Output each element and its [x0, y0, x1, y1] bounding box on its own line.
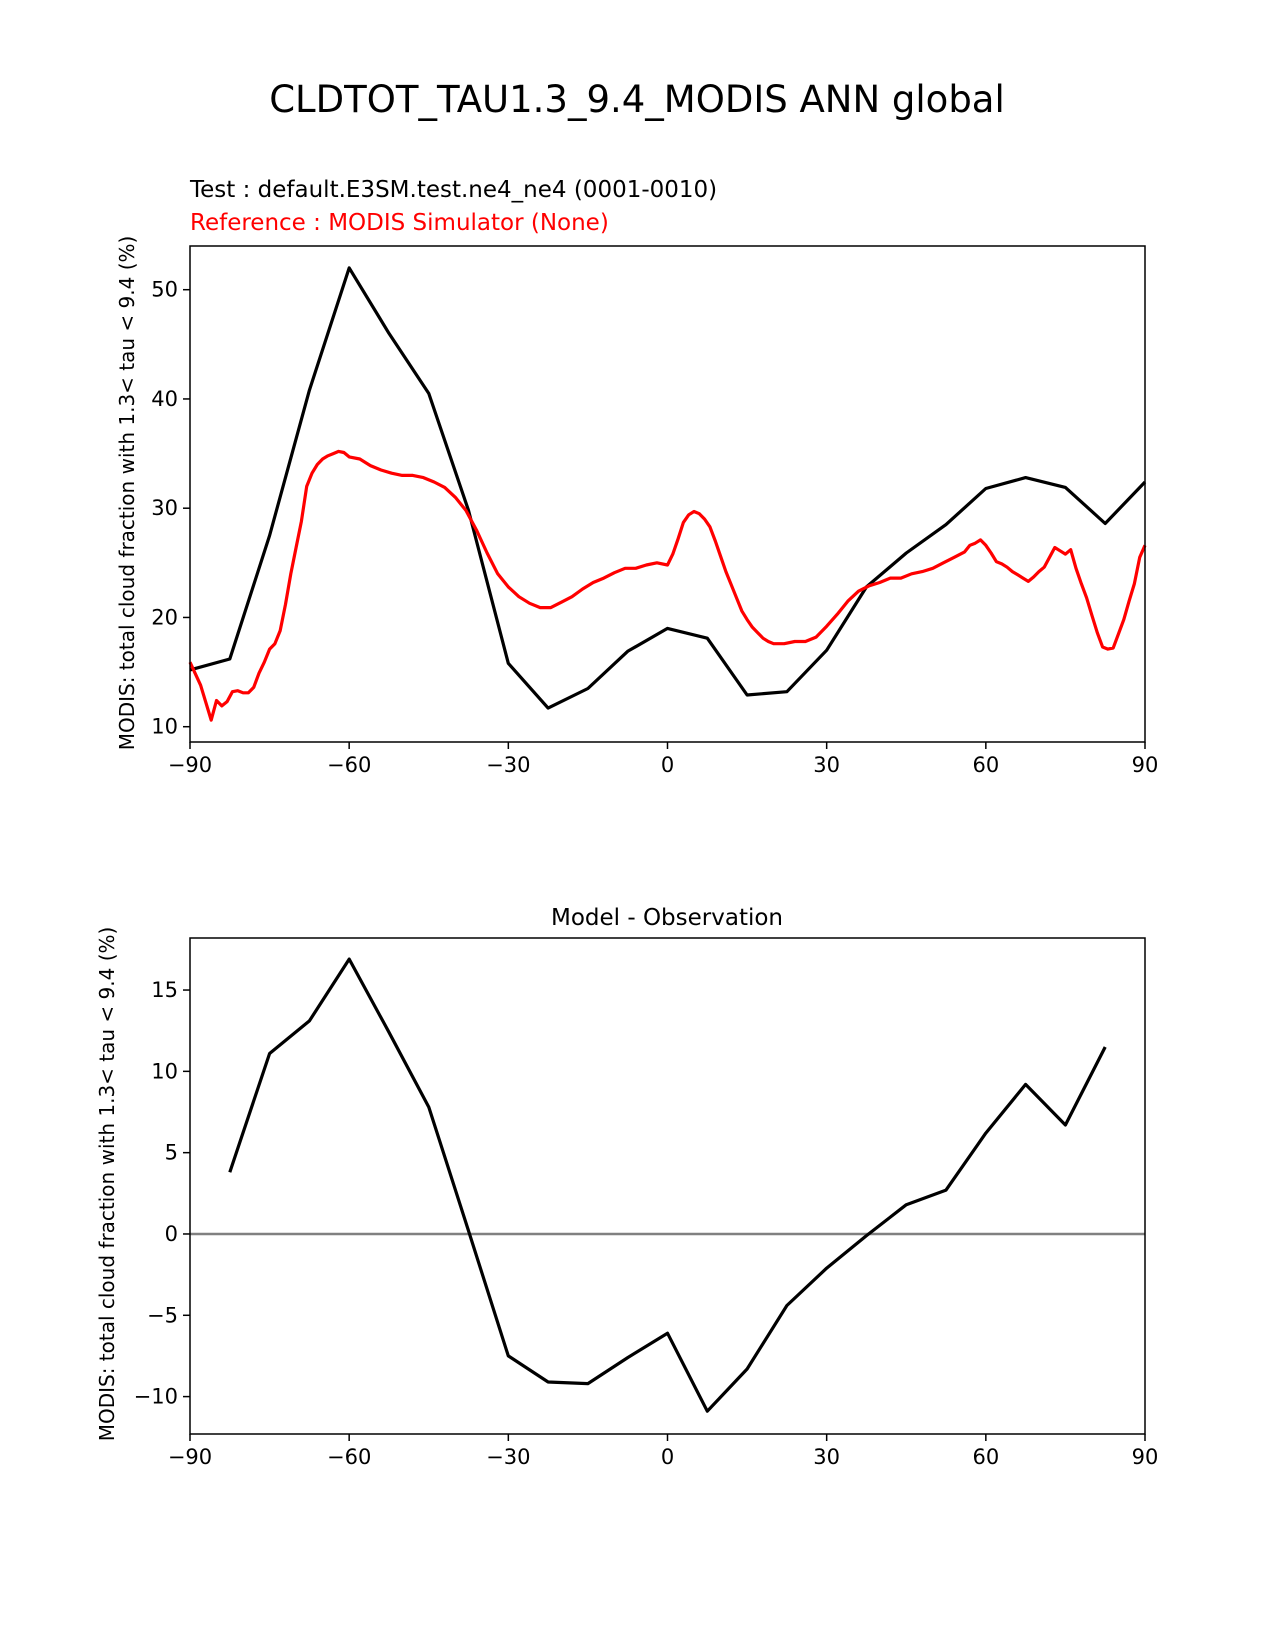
x-tick-label: 0 — [661, 1445, 674, 1469]
plot-frame-top — [189, 245, 1146, 743]
x-tick-label: 90 — [1132, 753, 1159, 777]
plot-lines-top — [188, 266, 1147, 722]
plot-lines-bottom — [190, 957, 1145, 1413]
axis-ticks-top: −90 −60 −30 0 30 60 90 10 20 30 40 50 — [151, 278, 1158, 777]
diff-series-line — [228, 957, 1107, 1413]
test-label: Test : default.E3SM.test.ne4_ne4 (0001-0… — [189, 177, 717, 203]
test-series-line — [189, 266, 1147, 710]
y-axis-label-bottom: MODIS: total cloud fraction with 1.3< ta… — [95, 927, 119, 1442]
figure-title: CLDTOT_TAU1.3_9.4_MODIS ANN global — [269, 78, 1005, 121]
y-tick-label: 15 — [151, 978, 178, 1002]
x-tick-label: 30 — [813, 1445, 840, 1469]
x-tick-label: 60 — [972, 1445, 999, 1469]
y-tick-label: 10 — [151, 715, 178, 739]
x-tick-label: −60 — [327, 753, 371, 777]
x-tick-label: 90 — [1132, 1445, 1159, 1469]
y-tick-label: 40 — [151, 387, 178, 411]
diff-title: Model - Observation — [551, 905, 783, 931]
reference-series-line — [188, 449, 1147, 722]
x-tick-label: −60 — [327, 1445, 371, 1469]
x-tick-label: 30 — [813, 753, 840, 777]
y-tick-label: −5 — [147, 1303, 178, 1327]
axis-ticks-bottom: −90 −60 −30 0 30 60 90 −10 −5 0 5 10 15 — [134, 978, 1159, 1469]
reference-label: Reference : MODIS Simulator (None) — [190, 210, 609, 236]
x-tick-label: 0 — [661, 753, 674, 777]
x-tick-label: −30 — [486, 1445, 530, 1469]
x-tick-label: −90 — [168, 1445, 212, 1469]
panel-top: Test : default.E3SM.test.ne4_ne4 (0001-0… — [115, 177, 1158, 777]
x-tick-label: −30 — [486, 753, 530, 777]
x-tick-label: 60 — [972, 753, 999, 777]
y-tick-label: 30 — [151, 496, 178, 520]
y-tick-label: 0 — [165, 1222, 178, 1246]
y-tick-label: 50 — [151, 278, 178, 302]
panel-bottom: Model - Observation MODIS: total cloud f… — [95, 905, 1158, 1469]
y-tick-label: 20 — [151, 605, 178, 629]
plot-frame-bottom — [189, 937, 1146, 1435]
y-tick-label: 10 — [151, 1059, 178, 1083]
y-tick-label: −10 — [134, 1385, 178, 1409]
x-tick-label: −90 — [168, 753, 212, 777]
y-axis-label-top: MODIS: total cloud fraction with 1.3< ta… — [115, 236, 139, 751]
y-tick-label: 5 — [165, 1141, 178, 1165]
